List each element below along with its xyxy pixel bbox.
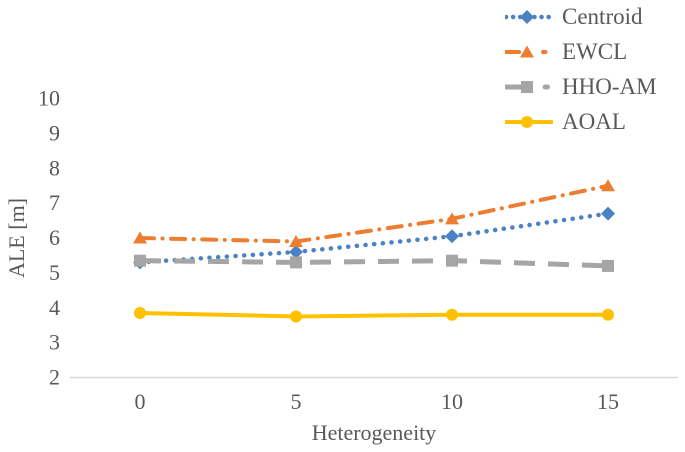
y-axis-tick-label: 2 [49, 365, 60, 390]
series-marker-aoal [602, 308, 614, 321]
series-marker-hho-am [602, 259, 614, 272]
y-axis-tick-label: 4 [49, 295, 60, 320]
legend-marker-aoal [521, 115, 533, 128]
series-ewcl [133, 179, 615, 247]
legend-marker-hho-am [521, 80, 533, 93]
y-axis-tick-label: 9 [49, 120, 60, 145]
legend-item-centroid: Centroid [505, 4, 657, 29]
y-axis-tick-label: 5 [49, 260, 60, 285]
legend-swatch-aoal [505, 115, 553, 128]
legend-label-ewcl: EWCL [562, 38, 628, 64]
x-axis-tick-label: 5 [291, 389, 302, 414]
legend-label-hho-am: HHO-AM [562, 73, 657, 99]
series-marker-hho-am [446, 254, 458, 267]
series-hho-am [134, 254, 614, 272]
y-axis-tick-label: 10 [38, 86, 60, 111]
legend-swatch-hho-am [505, 80, 553, 93]
series-marker-ewcl [289, 234, 303, 247]
series-line-hho-am [139, 258, 609, 269]
series-marker-centroid [445, 229, 459, 244]
y-axis-tick-label: 8 [49, 155, 60, 180]
y-axis-tick-label: 6 [49, 225, 60, 250]
series-marker-hho-am [134, 254, 146, 267]
legend-item-aoal: AOAL [505, 109, 657, 134]
series-marker-ewcl [133, 231, 147, 244]
x-axis-tick-label: 10 [441, 389, 463, 414]
legend-swatch-ewcl [505, 45, 553, 57]
chart-legend: Centroid EWCL HHO-AM AOAL [505, 4, 657, 134]
y-axis-tick-label: 7 [49, 190, 60, 215]
series-line-ewcl [138, 183, 610, 244]
x-axis-title: Heterogeneity [312, 420, 437, 445]
series-marker-ewcl [445, 212, 459, 225]
y-axis-title: ALE [m] [4, 198, 29, 278]
series-marker-centroid [601, 206, 615, 221]
legend-swatch-centroid [505, 9, 553, 24]
legend-label-centroid: Centroid [562, 3, 643, 29]
x-axis-tick-label: 0 [135, 389, 146, 414]
legend-label-aoal: AOAL [562, 108, 626, 134]
series-line-centroid [137, 211, 611, 265]
y-axis-tick-label: 3 [49, 330, 60, 355]
series-line-aoal [138, 310, 610, 319]
legend-marker-ewcl [520, 45, 534, 57]
series-marker-centroid [289, 244, 303, 259]
series-marker-aoal [290, 310, 302, 323]
legend-item-ewcl: EWCL [505, 39, 657, 64]
x-axis-tick-label: 15 [597, 389, 619, 414]
series-aoal [134, 306, 614, 323]
series-marker-aoal [134, 306, 146, 319]
series-marker-ewcl [601, 179, 615, 192]
legend-marker-centroid [520, 9, 534, 24]
series-group [133, 179, 615, 323]
tick-labels: 2 3 4 5 6 7 8 9 10 0 5 10 15 [38, 86, 619, 415]
series-marker-hho-am [290, 256, 302, 269]
legend-item-hho-am: HHO-AM [505, 74, 657, 99]
series-marker-aoal [446, 308, 458, 321]
